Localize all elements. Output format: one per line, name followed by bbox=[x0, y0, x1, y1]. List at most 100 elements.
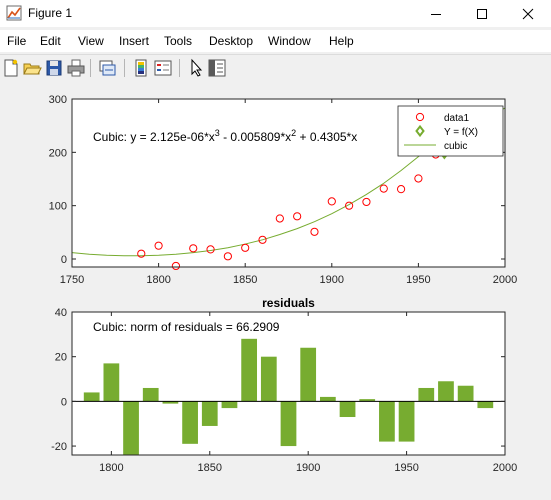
matlab-figure-icon bbox=[6, 5, 22, 21]
data-point bbox=[275, 214, 284, 223]
data-point bbox=[258, 235, 267, 244]
menu-view[interactable]: View bbox=[78, 34, 104, 48]
menu-bar: File Edit View Insert Tools Desktop Wind… bbox=[0, 30, 551, 75]
legend[interactable]: data1 Y = f(X) cubic bbox=[397, 105, 504, 157]
residual-bar bbox=[418, 387, 435, 402]
fit-axes[interactable]: 1750 1800 1850 1900 1950 2000 0 100 200 300 Cubic… bbox=[49, 94, 518, 286]
residuals-title: residuals bbox=[262, 296, 315, 310]
residual-bar bbox=[477, 401, 494, 409]
residual-bar bbox=[123, 401, 139, 455]
x-tick-label: 2000 bbox=[493, 462, 517, 474]
residual-bar bbox=[300, 347, 317, 402]
residual-bar bbox=[142, 387, 159, 402]
data-point bbox=[189, 244, 198, 253]
data-point bbox=[293, 212, 302, 221]
data-point bbox=[396, 185, 406, 194]
residual-bar bbox=[260, 356, 277, 402]
residual-bar bbox=[280, 401, 297, 447]
residual-bar bbox=[379, 401, 395, 442]
residual-bar bbox=[339, 401, 356, 418]
x-tick-label: 1900 bbox=[296, 462, 320, 474]
data-point bbox=[206, 245, 215, 254]
x-tick-label: 1800 bbox=[146, 274, 170, 286]
save-icon[interactable] bbox=[44, 58, 64, 78]
figure-area: 1750 1800 1850 1900 1950 2000 0 100 200 300 Cubic… bbox=[0, 82, 551, 495]
edit-plot-icon[interactable] bbox=[186, 58, 206, 78]
menu-insert[interactable]: Insert bbox=[119, 34, 150, 48]
menu-window[interactable]: Window bbox=[268, 34, 311, 48]
y-tick-label: 40 bbox=[55, 307, 67, 319]
property-inspector-icon[interactable] bbox=[207, 58, 227, 78]
title-bar: Figure 1 bbox=[0, 0, 551, 27]
close-icon bbox=[522, 8, 534, 19]
y-tick-label: 20 bbox=[55, 352, 67, 364]
x-tick-label: 1850 bbox=[233, 274, 257, 286]
x-tick-label: 2000 bbox=[493, 274, 517, 286]
minimize-icon bbox=[431, 13, 441, 15]
residual-bar bbox=[221, 401, 238, 409]
y-tick-label: 0 bbox=[61, 254, 67, 266]
residual-bar bbox=[162, 401, 179, 404]
residual-bar bbox=[359, 399, 376, 402]
link-plot-icon[interactable] bbox=[97, 58, 117, 78]
data-point bbox=[137, 249, 146, 258]
insert-colorbar-icon[interactable] bbox=[131, 58, 151, 78]
residual-bar bbox=[103, 363, 120, 402]
data-point bbox=[414, 174, 423, 183]
maximize-button[interactable] bbox=[459, 0, 505, 27]
data-point bbox=[154, 241, 163, 250]
x-tick-label: 1900 bbox=[320, 274, 344, 286]
close-button[interactable] bbox=[505, 0, 551, 27]
x-tick-label: 1950 bbox=[406, 274, 430, 286]
residual-bar bbox=[319, 396, 336, 402]
y-tick-label: 0 bbox=[61, 396, 67, 408]
residual-bar bbox=[201, 401, 218, 426]
data-point bbox=[310, 227, 319, 236]
residual-bar bbox=[83, 392, 100, 402]
residual-bar bbox=[398, 401, 415, 442]
toolbar-separator bbox=[90, 59, 91, 77]
x-tick-label: 1850 bbox=[198, 462, 222, 474]
toolbar-separator bbox=[179, 59, 180, 77]
insert-legend-icon[interactable] bbox=[153, 58, 173, 78]
x-tick-label: 1750 bbox=[60, 274, 84, 286]
window-title: Figure 1 bbox=[28, 6, 73, 20]
minimize-button[interactable] bbox=[413, 0, 459, 27]
x-tick-label: 1800 bbox=[99, 462, 123, 474]
residual-bar bbox=[438, 381, 454, 402]
legend-item-data1: data1 bbox=[444, 113, 469, 124]
x-tick-label: 1950 bbox=[394, 462, 418, 474]
y-tick-label: 100 bbox=[49, 201, 67, 213]
y-tick-label: 200 bbox=[49, 147, 67, 159]
data-point bbox=[345, 201, 354, 210]
figure-toolbar bbox=[0, 54, 551, 81]
residuals-norm-annotation: Cubic: norm of residuals = 66.2909 bbox=[93, 320, 280, 334]
toolbar-separator bbox=[124, 59, 125, 77]
data-point bbox=[362, 197, 371, 207]
fit-axes-box bbox=[71, 98, 506, 268]
menu-edit[interactable]: Edit bbox=[40, 34, 61, 48]
data-point bbox=[327, 197, 336, 206]
menu-desktop[interactable]: Desktop bbox=[209, 34, 254, 48]
data-point bbox=[241, 243, 250, 252]
residuals-axes[interactable]: 1800 1850 1900 1950 2000 -20 0 20 40 residuals C… bbox=[51, 296, 517, 474]
fit-equation-annotation: Cubic: y = 2.125e-06*x3 - 0.005809*x2 + … bbox=[93, 128, 357, 144]
menu-help[interactable]: Help bbox=[329, 34, 354, 48]
legend-item-cubic: cubic bbox=[444, 141, 467, 152]
y-tick-label: 300 bbox=[49, 94, 67, 106]
y-tick-label: -20 bbox=[51, 441, 67, 453]
legend-item-yfx: Y = f(X) bbox=[444, 127, 478, 138]
legend-marker-circle bbox=[415, 112, 425, 122]
residual-bar bbox=[457, 385, 474, 402]
data-point bbox=[379, 184, 388, 193]
residual-bar bbox=[241, 338, 258, 402]
menu-tools[interactable]: Tools bbox=[164, 34, 193, 48]
residuals-axes-box bbox=[71, 311, 506, 456]
open-file-icon[interactable] bbox=[22, 58, 42, 78]
legend-marker-diamond bbox=[415, 124, 425, 138]
menu-file[interactable]: File bbox=[7, 34, 27, 48]
new-figure-icon[interactable] bbox=[1, 58, 21, 78]
print-icon[interactable] bbox=[66, 58, 86, 78]
